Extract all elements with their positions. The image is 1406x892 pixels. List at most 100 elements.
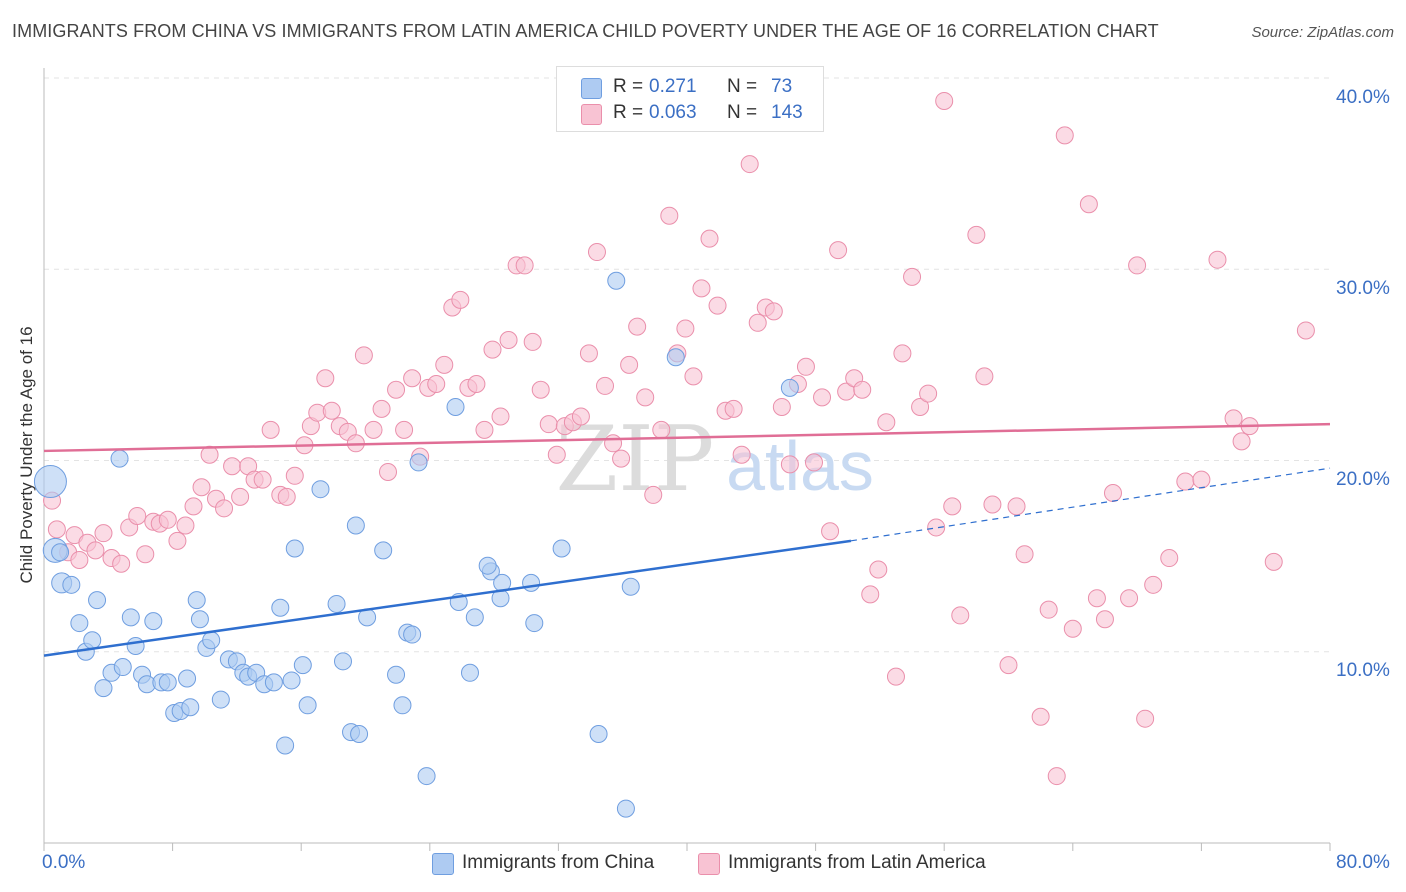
latin-point bbox=[886, 667, 905, 686]
latin-point bbox=[853, 380, 872, 399]
latin-point bbox=[1120, 589, 1139, 608]
latin-point bbox=[919, 384, 938, 403]
latin-point bbox=[1095, 610, 1114, 629]
latin-point bbox=[86, 541, 105, 560]
china-point bbox=[264, 673, 283, 692]
latin-point bbox=[451, 290, 470, 309]
latin-point bbox=[515, 256, 534, 275]
latin-point bbox=[821, 522, 840, 541]
x-tick-label-max: 80.0% bbox=[1336, 852, 1390, 873]
china-point bbox=[552, 539, 571, 558]
china-point bbox=[374, 541, 393, 560]
china-point bbox=[70, 614, 89, 633]
latin-point bbox=[1128, 256, 1147, 275]
china-point bbox=[113, 658, 132, 677]
latin-point bbox=[732, 445, 751, 464]
latin-point bbox=[1087, 589, 1106, 608]
latin-point bbox=[604, 434, 623, 453]
latin-point bbox=[158, 510, 177, 529]
latin-point bbox=[772, 397, 791, 416]
latin-point bbox=[903, 267, 922, 286]
latin-point bbox=[869, 560, 888, 579]
latin-point bbox=[427, 375, 446, 393]
latin-point bbox=[231, 487, 250, 506]
latin-swatch bbox=[581, 104, 602, 125]
china-point bbox=[589, 724, 608, 743]
latin-point bbox=[483, 340, 502, 359]
latin-point bbox=[499, 331, 518, 350]
china-point bbox=[621, 577, 640, 596]
china-point bbox=[83, 631, 102, 650]
chart-title: IMMIGRANTS FROM CHINA VS IMMIGRANTS FROM… bbox=[12, 21, 1159, 41]
china-point bbox=[387, 665, 406, 684]
latin-point bbox=[379, 462, 398, 481]
latin-point bbox=[1063, 619, 1082, 638]
latin-point bbox=[724, 399, 743, 418]
china-point bbox=[327, 594, 346, 613]
latin-trend-line bbox=[43, 422, 1331, 453]
china-point bbox=[311, 480, 330, 499]
y-tick-label-40: 40.0% bbox=[1336, 87, 1390, 108]
china-n-label: N = bbox=[727, 76, 758, 97]
latin-point bbox=[395, 420, 414, 439]
latin-point bbox=[927, 518, 946, 537]
latin-point bbox=[184, 497, 203, 516]
latin-point bbox=[893, 344, 912, 363]
latin-point bbox=[372, 399, 391, 418]
latin-point bbox=[1079, 195, 1098, 214]
latin-point bbox=[700, 229, 719, 248]
latin-point bbox=[935, 91, 954, 110]
latin-point bbox=[967, 225, 986, 244]
latin-point bbox=[1192, 470, 1211, 489]
china-point bbox=[346, 516, 365, 535]
latin-point bbox=[316, 369, 335, 388]
latin-point bbox=[176, 516, 195, 535]
latin-point bbox=[1264, 552, 1283, 571]
china-point bbox=[158, 673, 177, 692]
china-point bbox=[607, 271, 626, 290]
latin-point bbox=[748, 313, 767, 332]
latin-point bbox=[475, 420, 494, 439]
china-point bbox=[478, 556, 497, 575]
latin-point bbox=[1015, 545, 1034, 564]
latin-point bbox=[168, 531, 187, 550]
china-point bbox=[110, 449, 129, 468]
latin-point bbox=[136, 545, 155, 564]
latin-r-value: 0.063 bbox=[649, 102, 697, 123]
latin-n-label: N = bbox=[727, 102, 758, 123]
china-point bbox=[271, 598, 290, 617]
watermark-atlas: atlas bbox=[726, 427, 874, 505]
latin-point bbox=[112, 554, 131, 573]
china-point bbox=[460, 663, 479, 682]
latin-n-value: 143 bbox=[771, 102, 803, 123]
china-n-value: 73 bbox=[771, 76, 793, 97]
china-point bbox=[780, 378, 799, 397]
latin-point bbox=[1208, 250, 1227, 269]
latin-point bbox=[1055, 126, 1074, 145]
china-point bbox=[181, 698, 200, 717]
latin-point bbox=[253, 470, 272, 489]
latin-point bbox=[684, 367, 703, 386]
china-trend-line bbox=[43, 539, 852, 657]
latin-point bbox=[1047, 767, 1066, 786]
china-r-label: R = bbox=[613, 76, 644, 97]
latin-point bbox=[47, 520, 66, 539]
china-point bbox=[187, 591, 206, 610]
y-tick-label-20: 20.0% bbox=[1336, 469, 1390, 490]
china-point bbox=[178, 669, 197, 688]
latin-point bbox=[435, 355, 454, 374]
latin-point bbox=[192, 478, 211, 497]
china-point bbox=[211, 690, 230, 709]
latin-point bbox=[1031, 707, 1050, 726]
china-point bbox=[446, 397, 465, 416]
latin-point bbox=[1160, 549, 1179, 568]
latin-point bbox=[587, 243, 606, 262]
china-point bbox=[403, 625, 422, 644]
latin-point bbox=[261, 420, 280, 439]
china-point bbox=[33, 465, 67, 499]
bottom-china-label: Immigrants from China bbox=[462, 852, 655, 873]
latin-point bbox=[364, 420, 383, 439]
latin-point bbox=[539, 415, 558, 434]
latin-point bbox=[628, 317, 647, 336]
y-tick-label-10: 10.0% bbox=[1336, 660, 1390, 681]
